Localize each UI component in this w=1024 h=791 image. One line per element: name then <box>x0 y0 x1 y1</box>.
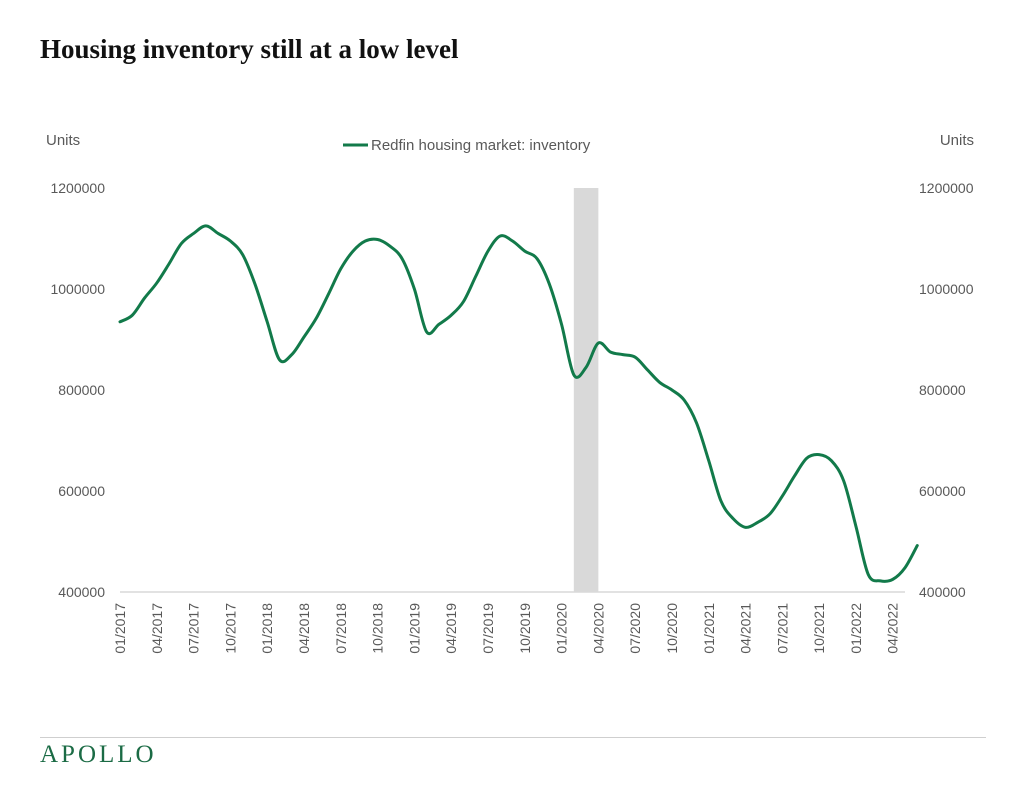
x-tick-label: 10/2017 <box>222 603 238 654</box>
x-tick-label: 04/2018 <box>296 603 312 654</box>
series-line-0 <box>118 224 919 583</box>
left-tick-label: 1000000 <box>50 281 105 297</box>
legend-label: Redfin housing market: inventory <box>371 137 591 154</box>
left-tick-label: 600000 <box>58 483 105 499</box>
footer-divider <box>40 737 986 738</box>
x-tick-label: 07/2021 <box>774 603 790 654</box>
right-axis-label: Units <box>940 132 974 149</box>
left-tick-label: 1200000 <box>50 180 105 196</box>
right-tick-label: 800000 <box>919 382 966 398</box>
x-tick-label: 07/2019 <box>480 603 496 654</box>
shaded-period-0 <box>573 188 599 592</box>
x-tick-label: 01/2020 <box>554 603 570 654</box>
right-tick-label: 400000 <box>919 584 966 600</box>
x-tick-label: 07/2018 <box>333 603 349 654</box>
apollo-logo: APOLLO <box>40 741 157 768</box>
x-tick-label: 01/2022 <box>848 603 864 654</box>
x-tick-label: 04/2019 <box>443 603 459 654</box>
x-tick-label: 10/2020 <box>664 603 680 654</box>
x-tick-label: 01/2021 <box>701 603 717 654</box>
x-tick-label: 01/2017 <box>112 603 128 654</box>
x-tick-label: 04/2022 <box>885 603 901 654</box>
x-tick-label: 04/2020 <box>590 603 606 654</box>
x-tick-label: 04/2021 <box>738 603 754 654</box>
chart-title: Housing inventory still at a low level <box>40 34 459 64</box>
left-axis-label: Units <box>46 132 80 149</box>
left-tick-label: 800000 <box>58 382 105 398</box>
left-tick-label: 400000 <box>58 584 105 600</box>
x-tick-label: 07/2020 <box>627 603 643 654</box>
right-tick-label: 1200000 <box>919 180 974 196</box>
x-tick-label: 10/2019 <box>517 603 533 654</box>
x-tick-label: 10/2018 <box>370 603 386 654</box>
x-tick-label: 01/2018 <box>259 603 275 654</box>
x-tick-label: 07/2017 <box>186 603 202 654</box>
right-tick-label: 600000 <box>919 483 966 499</box>
x-tick-label: 01/2019 <box>406 603 422 654</box>
x-tick-label: 04/2017 <box>149 603 165 654</box>
right-tick-label: 1000000 <box>919 281 974 297</box>
legend: Redfin housing market: inventory <box>343 137 591 154</box>
x-tick-label: 10/2021 <box>811 603 827 654</box>
